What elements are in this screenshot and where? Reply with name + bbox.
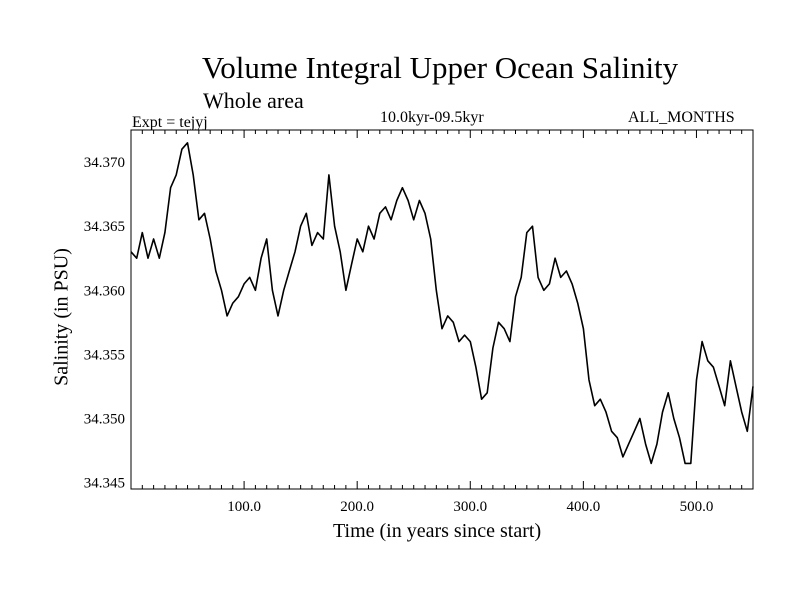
x-axis-label: Time (in years since start) — [333, 520, 542, 542]
x-tick-label: 200.0 — [340, 499, 374, 515]
experiment-label: Expt = tejyj — [132, 114, 208, 131]
chart-subtitle: Whole area — [203, 88, 304, 113]
salinity-series-line — [130, 142, 754, 465]
axis-ticks — [141, 130, 743, 489]
chart-title: Volume Integral Upper Ocean Salinity — [201, 50, 679, 85]
x-tick-label: 500.0 — [680, 499, 714, 515]
y-tick-label: 34.355 — [84, 347, 125, 363]
y-tick-label: 34.360 — [84, 283, 125, 299]
x-tick-label: 300.0 — [453, 499, 487, 515]
y-tick-label: 34.345 — [84, 476, 125, 492]
y-tick-label: 34.365 — [84, 219, 125, 235]
x-tick-label: 400.0 — [566, 499, 600, 515]
axis-tick-labels: 100.0 200.0 300.0 400.0 500.0 34.345 34.350 34.… — [84, 155, 714, 515]
y-tick-label: 34.370 — [84, 155, 125, 171]
x-tick-label: 100.0 — [227, 499, 261, 515]
plot-frame — [130, 129, 754, 490]
months-label: ALL_MONTHS — [628, 109, 735, 126]
y-tick-label: 34.350 — [84, 411, 125, 427]
time-range-label: 10.0kyr-09.5kyr — [380, 109, 484, 126]
